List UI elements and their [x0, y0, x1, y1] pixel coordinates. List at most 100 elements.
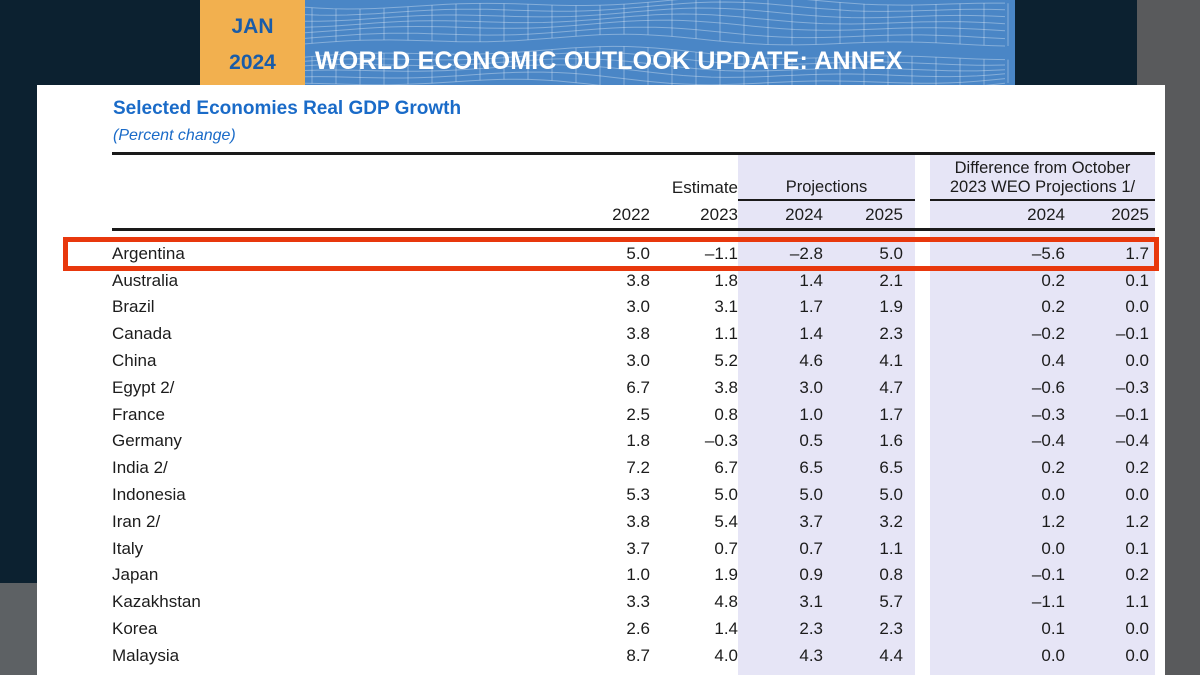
value-cell: 6.5 [799, 458, 823, 478]
value-cell: 0.0 [1041, 645, 1065, 665]
table-row: Iran 2/3.8 5.4 3.7 3.2 1.2 1.2 [112, 508, 1155, 535]
value-cell: 0.0 [1125, 619, 1150, 639]
value-cell: –1.1 [1031, 592, 1065, 612]
value-cell: 0.0 [1125, 351, 1150, 371]
year-header: 2024 [930, 199, 1065, 231]
value-cell: –0.4 [1031, 431, 1065, 451]
value-cell: 3.3 [626, 592, 650, 612]
country-cell: Kazakhstan [112, 592, 201, 612]
value-cell: 4.1 [879, 351, 903, 371]
value-cell: 0.8 [879, 565, 903, 585]
value-cell: 2.1 [879, 270, 903, 290]
value-cell: 0.0 [1125, 645, 1150, 665]
value-cell: 0.1 [1125, 270, 1150, 290]
year-header: 2025 [823, 199, 915, 231]
value-cell: 1.0 [799, 404, 823, 424]
estimate-label: Estimate [671, 177, 738, 197]
value-cell: 2.6 [626, 619, 650, 639]
year-header-row: 2022 2023 2024 2025 2024 2025 [112, 199, 1156, 231]
value-cell: 3.0 [799, 377, 823, 397]
value-cell: 5.0 [626, 243, 650, 263]
value-cell: 3.8 [626, 324, 650, 344]
value-cell: 8.7 [626, 645, 650, 665]
value-cell: 1.9 [714, 565, 738, 585]
value-cell: 4.3 [799, 645, 823, 665]
value-cell: 4.8 [714, 592, 738, 612]
country-cell: France [112, 404, 165, 424]
year-header: 2023 [650, 199, 738, 231]
highlight-box [63, 237, 1159, 271]
year-header: 2025 [1065, 199, 1156, 231]
country-cell: Japan [112, 565, 159, 585]
table-subtitle: (Percent change) [113, 127, 236, 144]
wireframe-mesh-graphic [305, 0, 1009, 85]
country-cell: India 2/ [112, 458, 168, 478]
value-cell: 0.2 [1041, 297, 1065, 317]
value-cell: 0.8 [714, 404, 738, 424]
difference-label-line2: 2023 WEO Projections 1/ [949, 177, 1136, 196]
country-cell: Argentina [112, 243, 185, 263]
table-row: France 2.5 0.8 1.0 1.7 –0.3 –0.1 [112, 401, 1155, 428]
value-cell: 2.3 [879, 619, 903, 639]
table-row: Argentina 5.0 –1.1 –2.8 5.0 –5.6 1.7 [112, 241, 1155, 268]
year-header: 2022 [575, 199, 650, 231]
value-cell: 1.8 [714, 270, 738, 290]
value-cell: 0.0 [1125, 485, 1150, 505]
value-cell: 5.2 [714, 351, 738, 371]
value-cell: 3.2 [879, 511, 903, 531]
gdp-table: Estimate Projections Difference from Oct… [112, 152, 1156, 675]
value-cell: 1.7 [879, 404, 903, 424]
value-cell: 1.4 [799, 270, 823, 290]
value-cell: 1.4 [799, 324, 823, 344]
value-cell: 0.0 [1041, 538, 1065, 558]
table-row: Italy 3.7 0.7 0.7 1.1 0.0 0.1 [112, 535, 1155, 562]
value-cell: –0.1 [1115, 324, 1150, 344]
value-cell: 5.3 [626, 485, 650, 505]
table-title: Selected Economies Real GDP Growth [113, 98, 462, 119]
value-cell: 3.0 [626, 297, 650, 317]
projections-label: Projections [738, 153, 915, 201]
table-row: India 2/7.2 6.7 6.5 6.5 0.2 0.2 [112, 455, 1155, 482]
value-cell: 0.2 [1041, 270, 1065, 290]
value-cell: 2.5 [626, 404, 650, 424]
value-cell: –0.4 [1115, 431, 1150, 451]
value-cell: 4.0 [714, 645, 738, 665]
value-cell: 5.0 [879, 243, 903, 263]
value-cell: 1.4 [714, 619, 738, 639]
value-cell: 1.9 [879, 297, 903, 317]
value-cell: 3.1 [714, 297, 738, 317]
value-cell: 5.4 [714, 511, 738, 531]
background-lower-left [0, 583, 37, 675]
date-badge: JAN 2024 [200, 0, 305, 85]
value-cell: 4.4 [879, 645, 903, 665]
value-cell: 1.8 [626, 431, 650, 451]
country-cell: Germany [112, 431, 182, 451]
value-cell: 0.2 [1125, 565, 1150, 585]
column-group-header-row: Estimate Projections Difference from Oct… [112, 153, 1156, 201]
value-cell: 1.1 [1125, 592, 1150, 612]
value-cell: 3.8 [714, 377, 738, 397]
country-cell: Brazil [112, 297, 155, 317]
country-cell: China [112, 351, 157, 371]
country-cell: Korea [112, 619, 158, 639]
value-cell: 0.1 [1041, 619, 1065, 639]
value-cell: 5.0 [879, 485, 903, 505]
spacer-row [112, 669, 1155, 675]
value-cell: 6.7 [714, 458, 738, 478]
value-cell: 0.0 [1125, 297, 1150, 317]
table-row: Germany 1.8 –0.3 0.5 1.6 –0.4 –0.4 [112, 428, 1155, 455]
date-month: JAN [231, 15, 274, 38]
value-cell: 0.5 [799, 431, 823, 451]
table-row: Japan 1.0 1.9 0.9 0.8 –0.1 0.2 [112, 562, 1155, 589]
value-cell: 0.7 [799, 538, 823, 558]
value-cell: –2.8 [789, 243, 823, 263]
value-cell: 0.1 [1125, 538, 1150, 558]
value-cell: –1.1 [704, 243, 738, 263]
country-cell: Indonesia [112, 485, 186, 505]
value-cell: 5.7 [879, 592, 903, 612]
difference-label-line1: Difference from October [954, 158, 1131, 177]
country-cell: Iran 2/ [112, 511, 161, 531]
value-cell: 3.8 [626, 270, 650, 290]
value-cell: 6.5 [879, 458, 903, 478]
table-row: Brazil 3.0 3.1 1.7 1.9 0.2 0.0 [112, 294, 1155, 321]
